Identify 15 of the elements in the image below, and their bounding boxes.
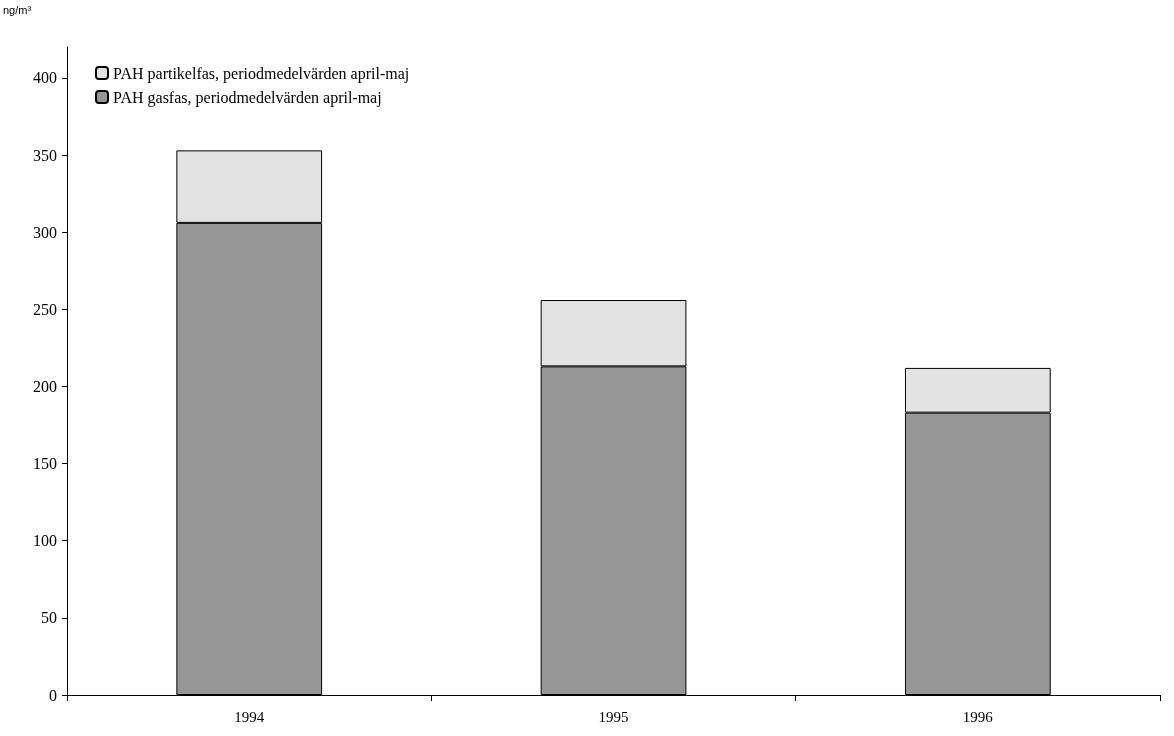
y-axis-title: ng/m³: [3, 3, 32, 16]
y-tick-label: 150: [33, 455, 58, 473]
y-tick-label: 400: [33, 69, 58, 87]
y-tick-label: 100: [33, 532, 58, 550]
x-tick-label: 1994: [234, 708, 265, 725]
y-tick-label: 50: [41, 609, 58, 627]
y-tick-label: 0: [49, 686, 58, 704]
x-tick-label: 1995: [598, 708, 629, 725]
y-tick-label: 250: [33, 300, 58, 318]
legend-label: PAH gasfas, periodmedelvärden april-maj: [113, 88, 382, 107]
x-tick-label: 1996: [962, 708, 994, 725]
y-tick-label: 200: [33, 377, 58, 395]
y-tick-label: 350: [33, 146, 58, 164]
y-tick-label: 300: [33, 223, 58, 241]
legend-label: PAH partikelfas, periodmedelvärden april-maj: [113, 64, 410, 83]
